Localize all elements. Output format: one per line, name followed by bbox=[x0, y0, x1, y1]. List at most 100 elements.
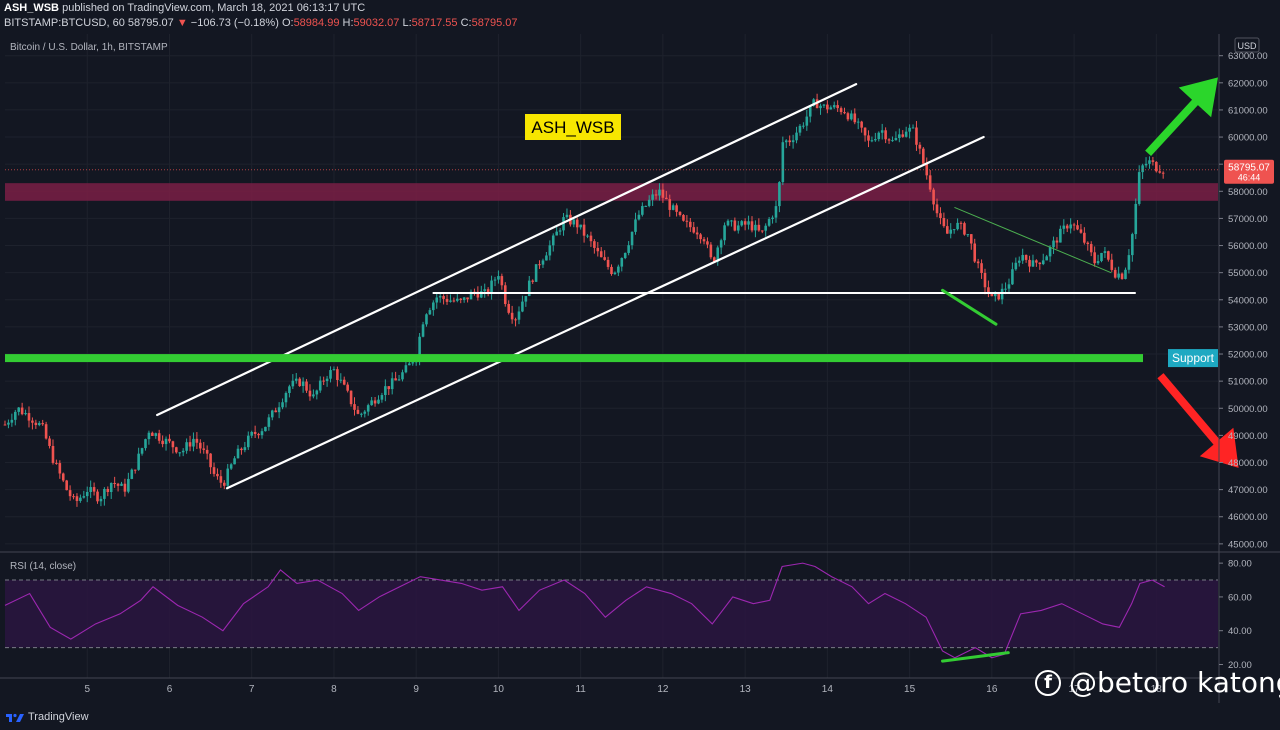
symbol-label[interactable]: BITSTAMP:BTCUSD, 60 bbox=[4, 17, 125, 29]
candle-body bbox=[1004, 288, 1007, 290]
candle-body bbox=[623, 252, 627, 259]
candle-body bbox=[973, 243, 977, 262]
candle-body bbox=[308, 390, 312, 397]
candle-body bbox=[267, 417, 271, 427]
candle-body bbox=[733, 220, 737, 231]
candle-body bbox=[808, 105, 812, 117]
candle-body bbox=[839, 108, 843, 113]
candle-body bbox=[486, 289, 490, 294]
resistance-zone-band bbox=[5, 183, 1218, 201]
candle-body bbox=[1127, 255, 1131, 270]
candle-body bbox=[442, 296, 445, 299]
candle-body bbox=[716, 247, 720, 262]
candle-body bbox=[72, 496, 75, 498]
support-label: Support bbox=[1172, 351, 1215, 365]
chart-header: ASH_WSB published on TradingView.com, Ma… bbox=[0, 0, 1280, 34]
candle-body bbox=[1048, 247, 1052, 257]
candle-body bbox=[774, 206, 778, 218]
candle-body bbox=[493, 279, 497, 281]
time-tick-label: 7 bbox=[249, 684, 255, 695]
candle-body bbox=[850, 113, 853, 120]
low-label: L: bbox=[402, 17, 412, 29]
candle-body bbox=[887, 139, 891, 141]
candle-body bbox=[274, 410, 277, 413]
candle-body bbox=[1086, 242, 1090, 245]
candle-body bbox=[863, 127, 867, 136]
candle-body bbox=[541, 260, 545, 265]
candle-body bbox=[699, 234, 702, 240]
candle-body bbox=[551, 235, 555, 246]
candle-body bbox=[363, 411, 367, 414]
candle-body bbox=[336, 369, 339, 381]
candle-body bbox=[527, 280, 531, 297]
candle-body bbox=[730, 220, 733, 222]
candle-body bbox=[641, 206, 644, 215]
candle-body bbox=[942, 218, 946, 227]
candle-body bbox=[1007, 284, 1011, 289]
currency-badge[interactable] bbox=[1234, 37, 1260, 53]
candle-body bbox=[479, 291, 483, 298]
candle-body bbox=[120, 483, 123, 486]
candle-body bbox=[822, 104, 826, 106]
candle-body bbox=[192, 438, 195, 447]
candle-body bbox=[1041, 260, 1045, 265]
axes-layer: 45000.00 46000.00 47000.00 48000.00 49000.00… bbox=[0, 34, 1274, 703]
candle-body bbox=[202, 448, 206, 450]
rsi-tick-label: 40.00 bbox=[1228, 626, 1252, 637]
candle-body bbox=[411, 362, 415, 364]
price-tick-label: 57000.00 bbox=[1228, 214, 1268, 225]
open-value: 58984.99 bbox=[293, 17, 340, 29]
candle-body bbox=[531, 280, 534, 282]
candle-body bbox=[1151, 160, 1155, 162]
publisher-name[interactable]: ASH_WSB bbox=[4, 2, 60, 14]
candle-body bbox=[85, 491, 89, 497]
candle-body bbox=[1045, 256, 1048, 261]
candles-layer bbox=[3, 93, 1165, 507]
candle-body bbox=[408, 363, 411, 366]
facebook-icon: f bbox=[1035, 669, 1061, 696]
price-tick-label: 47000.00 bbox=[1228, 485, 1268, 496]
candle-body bbox=[1158, 171, 1162, 173]
candle-body bbox=[634, 219, 637, 232]
candle-body bbox=[476, 291, 480, 298]
candle-body bbox=[702, 239, 706, 242]
candle-body bbox=[507, 303, 511, 313]
candle-body bbox=[24, 413, 27, 415]
candle-body bbox=[966, 234, 970, 236]
candle-body bbox=[65, 480, 68, 491]
tradingview-icon bbox=[6, 713, 24, 722]
candle-body bbox=[798, 125, 802, 133]
candle-body bbox=[469, 291, 473, 300]
down-arrow-icon bbox=[1157, 373, 1239, 468]
candle-body bbox=[521, 301, 524, 312]
candle-body bbox=[826, 104, 829, 110]
candle-body bbox=[894, 137, 898, 141]
candle-body bbox=[270, 410, 274, 418]
price-tick-label: 55000.00 bbox=[1228, 268, 1268, 279]
down-triangle-icon: ▼ bbox=[176, 17, 188, 29]
candle-body bbox=[915, 127, 918, 145]
candle-body bbox=[1144, 163, 1148, 166]
candle-body bbox=[281, 402, 284, 408]
candle-body bbox=[579, 224, 582, 228]
candle-body bbox=[250, 431, 254, 436]
candle-body bbox=[445, 298, 449, 302]
candle-body bbox=[630, 231, 634, 246]
candle-body bbox=[726, 220, 730, 226]
price-tick-label: 48000.00 bbox=[1228, 458, 1268, 469]
candle-body bbox=[651, 194, 654, 200]
candle-body bbox=[154, 433, 158, 436]
candle-body bbox=[963, 223, 966, 235]
quote-line: BITSTAMP:BTCUSD, 60 58795.07 ▼ −106.73 (… bbox=[4, 17, 518, 29]
candle-body bbox=[939, 213, 942, 219]
price-tick-label: 54000.00 bbox=[1228, 295, 1268, 306]
candle-body bbox=[593, 241, 596, 248]
channel-lower-line bbox=[225, 135, 985, 490]
candle-body bbox=[387, 386, 391, 390]
tradingview-logo[interactable]: TradingView bbox=[6, 711, 89, 723]
candle-body bbox=[82, 496, 86, 498]
candle-body bbox=[51, 445, 55, 463]
author-label-box bbox=[525, 114, 621, 140]
candle-body bbox=[795, 132, 798, 141]
